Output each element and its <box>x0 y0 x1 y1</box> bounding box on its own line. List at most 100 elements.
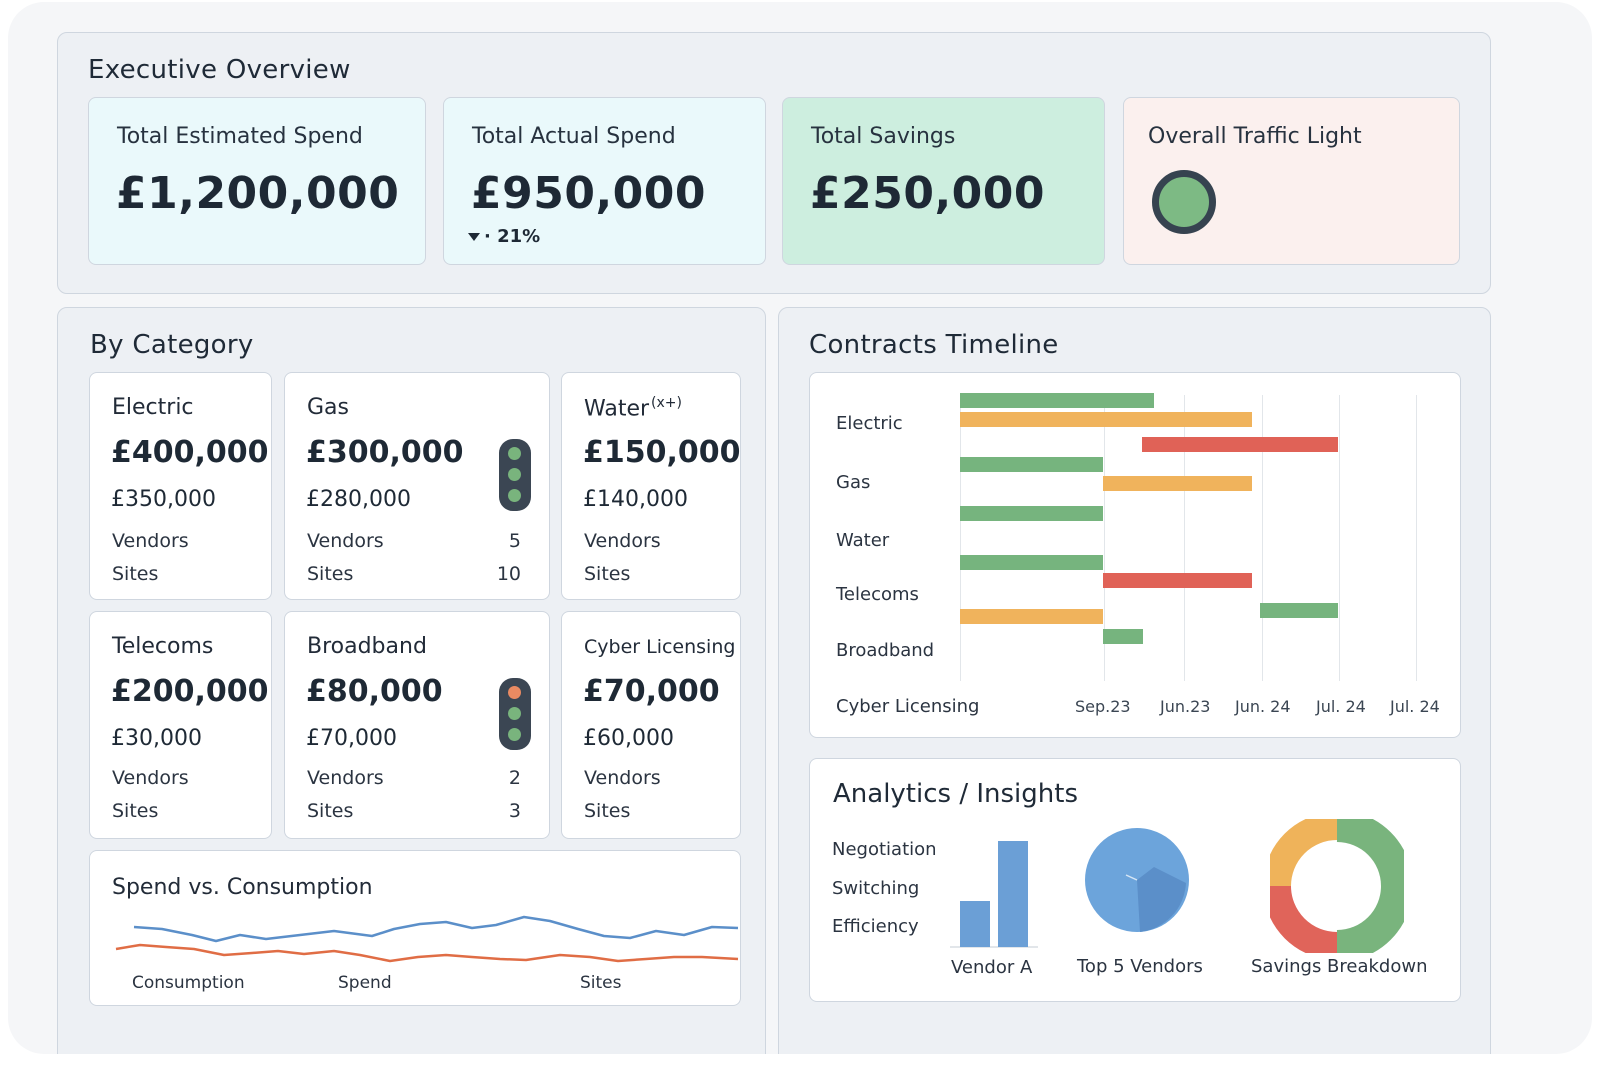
category-name: Broadband <box>307 634 427 659</box>
timeline-bar-electric-1[interactable] <box>960 393 1154 408</box>
timeline-row-label: Electric <box>836 413 903 434</box>
vendors-count: 5 <box>508 530 521 552</box>
chart-caption: Vendor A <box>951 957 1033 978</box>
category-estimated: £80,000 <box>306 674 443 709</box>
timeline-row-label: Water <box>836 530 890 551</box>
sites-label: Sites <box>584 800 631 822</box>
vendors-label: Vendors <box>307 767 384 789</box>
vendors-label: Vendors <box>584 530 661 552</box>
sites-label: Sites <box>112 800 159 822</box>
category-card-telecoms[interactable]: Telecoms £200,000 £30,000 Vendors Sites <box>89 611 272 839</box>
kpi-label: Total Actual Spend <box>472 124 676 149</box>
contracts-timeline-title: Contracts Timeline <box>809 330 1059 360</box>
spend-vs-consumption-card[interactable]: Spend vs. Consumption Consumption Spend … <box>89 850 741 1006</box>
timeline-bar-gas-1[interactable] <box>960 457 1103 472</box>
spend-consumption-chart <box>115 915 739 963</box>
category-estimated: £400,000 <box>111 435 269 470</box>
category-estimated: £150,000 <box>583 435 741 470</box>
spend-vs-consumption-title: Spend vs. Consumption <box>112 875 373 900</box>
vendor-bar-small <box>960 901 990 947</box>
executive-overview-panel: Executive Overview Total Estimated Spend… <box>57 32 1491 294</box>
timeline-bar-broadband-1[interactable] <box>1260 603 1338 618</box>
consumption-line <box>115 943 739 963</box>
timeline-bar-water-1[interactable] <box>960 506 1103 521</box>
kpi-value: £1,200,000 <box>116 168 400 219</box>
kpi-total-actual-spend[interactable]: Total Actual Spend £950,000 · 21% <box>443 97 766 265</box>
kpi-total-savings[interactable]: Total Savings £250,000 <box>782 97 1105 265</box>
timeline-bar-electric-2[interactable] <box>960 412 1252 427</box>
timeline-tick: Jun. 24 <box>1235 697 1291 716</box>
sites-label: Sites <box>112 563 159 585</box>
category-actual: £280,000 <box>306 487 411 512</box>
kpi-total-estimated-spend[interactable]: Total Estimated Spend £1,200,000 <box>88 97 426 265</box>
timeline-bar-electric-3[interactable] <box>1142 437 1338 452</box>
category-name: Water (x+) <box>584 395 682 421</box>
timeline-bar-broadband-2[interactable] <box>960 609 1103 624</box>
timeline-row-label: Telecoms <box>836 584 919 605</box>
timeline-bar-cyber-1[interactable] <box>1103 629 1143 644</box>
category-estimated: £300,000 <box>306 435 464 470</box>
traffic-light-indicator <box>1152 170 1216 234</box>
kpi-delta-value: · 21% <box>484 226 541 247</box>
timeline-bar-gas-2[interactable] <box>1103 476 1252 491</box>
executive-overview-title: Executive Overview <box>88 55 351 85</box>
top-vendors-pie <box>1085 828 1189 932</box>
category-name-text: Water <box>584 396 650 422</box>
kpi-label: Total Estimated Spend <box>117 124 363 149</box>
chart-caption: Savings Breakdown <box>1251 956 1428 977</box>
insight-label: Efficiency <box>832 916 919 937</box>
axis-label-spend: Spend <box>338 973 392 993</box>
kpi-delta: · 21% <box>468 226 540 247</box>
category-name: Telecoms <box>112 634 214 659</box>
traffic-light-icon <box>499 678 531 750</box>
timeline-tick: Sep.23 <box>1075 697 1131 716</box>
timeline-bar-telecoms-2[interactable] <box>1103 573 1252 588</box>
insight-label: Switching <box>832 878 920 899</box>
kpi-label: Overall Traffic Light <box>1148 124 1362 149</box>
timeline-tick: Jul. 24 <box>1316 697 1366 716</box>
category-actual: £140,000 <box>583 487 688 512</box>
axis-label-consumption: Consumption <box>132 973 245 993</box>
category-actual: £350,000 <box>111 487 216 512</box>
category-name-suffix: (x+) <box>651 395 682 411</box>
kpi-label: Total Savings <box>811 124 956 149</box>
category-card-gas[interactable]: Gas £300,000 £280,000 Vendors 5 Sites 10 <box>284 372 550 600</box>
category-actual: £70,000 <box>306 726 397 751</box>
timeline-tick: Jul. 24 <box>1390 697 1440 716</box>
vendors-count: 2 <box>508 767 521 789</box>
sites-label: Sites <box>307 800 354 822</box>
insight-label: Negotiation <box>832 839 937 860</box>
sites-count: 3 <box>508 800 521 822</box>
category-card-electric[interactable]: Electric £400,000 £350,000 Vendors Sites <box>89 372 272 600</box>
category-name: Gas <box>307 395 349 420</box>
by-category-title: By Category <box>90 330 254 360</box>
sites-count: 10 <box>496 563 521 585</box>
kpi-overall-traffic-light[interactable]: Overall Traffic Light <box>1123 97 1460 265</box>
category-card-cyber-licensing[interactable]: Cyber Licensing £70,000 £60,000 Vendors … <box>561 611 741 839</box>
timeline-bar-telecoms-1[interactable] <box>960 555 1103 570</box>
by-category-panel: By Category Electric £400,000 £350,000 V… <box>57 307 766 1054</box>
right-panel: Contracts Timeline Electric Gas Water Te… <box>778 307 1491 1054</box>
category-estimated: £200,000 <box>111 674 269 709</box>
category-name: Electric <box>112 395 194 420</box>
timeline-row-label: Broadband <box>836 640 935 661</box>
axis-label-sites: Sites <box>580 973 622 993</box>
sites-label: Sites <box>307 563 354 585</box>
vendors-label: Vendors <box>307 530 384 552</box>
spend-line <box>133 915 739 943</box>
vendors-label: Vendors <box>112 530 189 552</box>
category-card-water[interactable]: Water (x+) £150,000 £140,000 Vendors Site… <box>561 372 741 600</box>
contracts-timeline-card[interactable]: Electric Gas Water Telecoms Broadband Cy… <box>809 372 1461 738</box>
timeline-tick: Jun.23 <box>1160 697 1211 716</box>
category-card-broadband[interactable]: Broadband £80,000 £70,000 Vendors 2 Site… <box>284 611 550 839</box>
analytics-insights-title: Analytics / Insights <box>833 779 1078 809</box>
traffic-light-icon <box>499 439 531 511</box>
category-estimated: £70,000 <box>583 674 720 709</box>
vendors-label: Vendors <box>112 767 189 789</box>
category-actual: £30,000 <box>111 726 202 751</box>
chart-caption: Top 5 Vendors <box>1077 956 1203 977</box>
sites-label: Sites <box>584 563 631 585</box>
analytics-insights-card[interactable]: Analytics / Insights Negotiation Switchi… <box>809 758 1461 1002</box>
savings-breakdown-donut <box>1270 819 1404 953</box>
vendors-label: Vendors <box>584 767 661 789</box>
